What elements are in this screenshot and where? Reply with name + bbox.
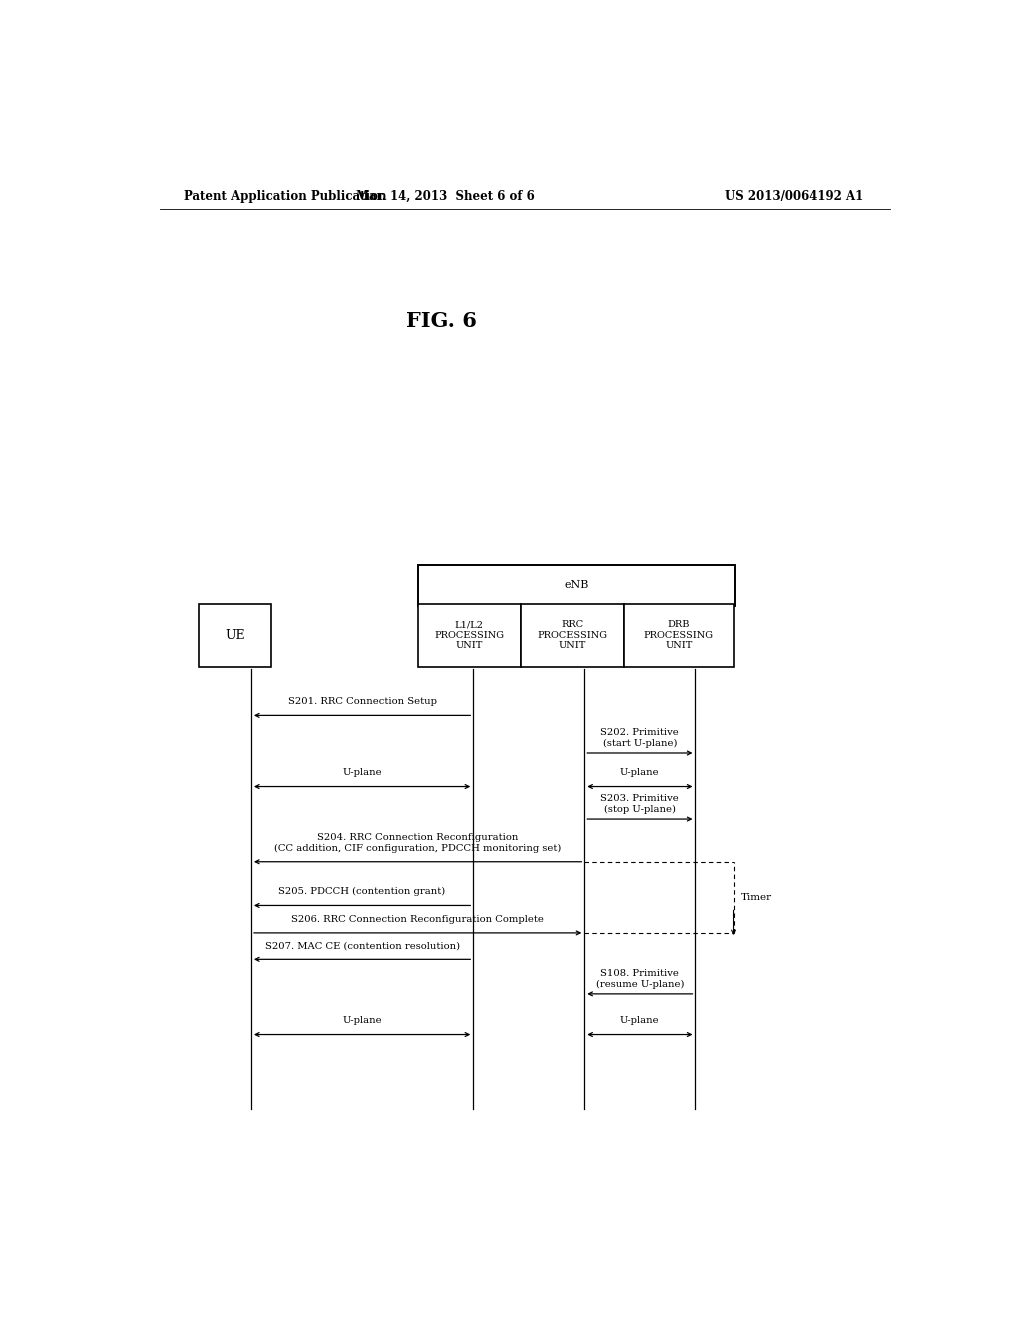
Text: RRC
PROCESSING
UNIT: RRC PROCESSING UNIT	[538, 620, 607, 649]
Text: DRB
PROCESSING
UNIT: DRB PROCESSING UNIT	[644, 620, 714, 649]
Text: S201. RRC Connection Setup: S201. RRC Connection Setup	[288, 697, 436, 706]
Text: U-plane: U-plane	[342, 768, 382, 777]
Text: S205. PDCCH (contention grant): S205. PDCCH (contention grant)	[279, 887, 445, 896]
Text: eNB: eNB	[564, 581, 589, 590]
Text: Patent Application Publication: Patent Application Publication	[183, 190, 386, 202]
Text: U-plane: U-plane	[342, 1016, 382, 1026]
Bar	[418, 603, 521, 667]
Text: FIG. 6: FIG. 6	[407, 312, 477, 331]
Bar	[521, 603, 624, 667]
Text: US 2013/0064192 A1: US 2013/0064192 A1	[725, 190, 864, 202]
Text: S207. MAC CE (contention resolution): S207. MAC CE (contention resolution)	[264, 941, 460, 950]
Text: Timer: Timer	[740, 892, 772, 902]
Bar	[200, 603, 270, 667]
Bar	[624, 603, 733, 667]
Text: S206. RRC Connection Reconfiguration Complete: S206. RRC Connection Reconfiguration Com…	[291, 915, 544, 924]
Text: L1/L2
PROCESSING
UNIT: L1/L2 PROCESSING UNIT	[434, 620, 504, 649]
Text: Mar. 14, 2013  Sheet 6 of 6: Mar. 14, 2013 Sheet 6 of 6	[356, 190, 535, 202]
Text: UE: UE	[225, 628, 245, 642]
Text: S108. Primitive
(resume U-plane): S108. Primitive (resume U-plane)	[596, 969, 684, 989]
Bar	[418, 565, 735, 606]
Text: U-plane: U-plane	[621, 1016, 659, 1026]
Text: S202. Primitive
(start U-plane): S202. Primitive (start U-plane)	[600, 729, 679, 748]
Text: U-plane: U-plane	[621, 768, 659, 777]
Text: S204. RRC Connection Reconfiguration
(CC addition, CIF configuration, PDCCH moni: S204. RRC Connection Reconfiguration (CC…	[274, 833, 561, 853]
Text: S203. Primitive
(stop U-plane): S203. Primitive (stop U-plane)	[600, 795, 679, 814]
